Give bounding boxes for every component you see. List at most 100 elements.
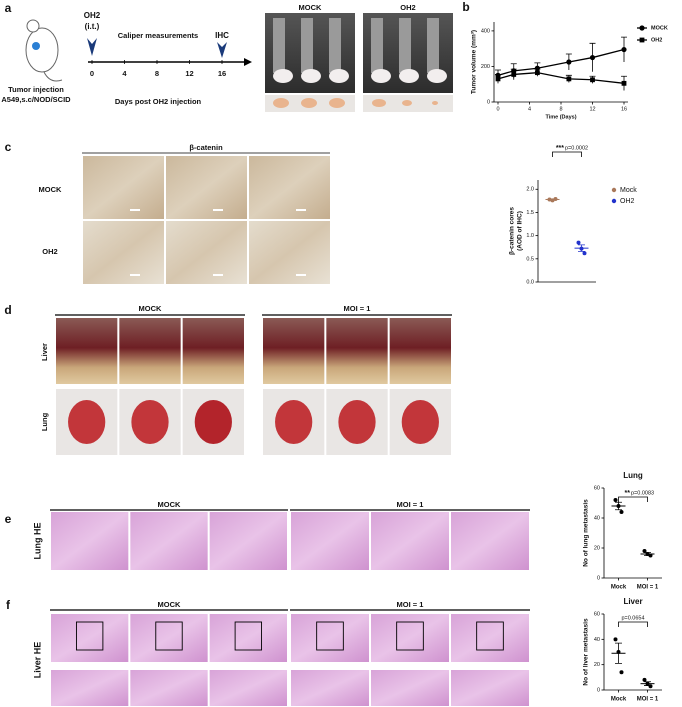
label: MOCK [299, 3, 322, 12]
he-photo [371, 670, 449, 706]
p-value: p=0.0654 [621, 615, 644, 621]
liver-photo [119, 318, 181, 384]
significance-bracket [618, 621, 648, 627]
error-bar [615, 501, 622, 511]
ruler [371, 18, 383, 73]
y-tick-label: 0.5 [526, 256, 534, 262]
point [576, 240, 581, 245]
point [642, 549, 647, 553]
x-tick-label: 0 [496, 106, 499, 112]
y-tick-label: 1.0 [526, 233, 534, 239]
point [642, 677, 647, 682]
x-tick-label: 4 [528, 106, 531, 112]
lung [131, 400, 169, 444]
tumor [432, 101, 438, 105]
lung [194, 400, 232, 444]
label: MOI = 1 [397, 600, 424, 609]
p-value: p=0.0002 [565, 145, 588, 151]
chart-title: Liver [623, 597, 642, 606]
y-tick-label: 60 [594, 611, 600, 617]
y-tick-label: 1.5 [526, 210, 534, 216]
error-bar [615, 642, 622, 664]
error-bar [549, 198, 556, 201]
legend-label: MOCK [651, 25, 668, 31]
label: (i.t.) [85, 22, 100, 31]
y-tick-label: 0 [597, 687, 600, 693]
y-tick-label: 40 [594, 637, 600, 643]
scale-bar [130, 209, 140, 211]
arrow-down [217, 42, 227, 58]
error-bar [578, 244, 585, 252]
row-label: Liver [40, 343, 49, 361]
label: MOI = 1 [397, 500, 424, 509]
tumor [372, 99, 386, 107]
ruler [399, 18, 411, 73]
ruler [329, 18, 341, 73]
x-tick-label: Mock [611, 697, 627, 703]
point [495, 76, 501, 82]
x-tick-label: MOI = 1 [637, 585, 659, 591]
zoom-box [155, 621, 183, 651]
mouse [427, 69, 447, 83]
error-bar [644, 681, 651, 686]
scale-bar [213, 274, 223, 276]
label: Days post OH2 injection [115, 97, 202, 106]
he-photo [291, 670, 369, 706]
timeline-arrow [244, 58, 252, 66]
point [619, 510, 624, 514]
he-photo [130, 670, 208, 706]
significance-stars: ** [625, 490, 631, 497]
tumor [402, 100, 412, 106]
label: MOI = 1 [344, 304, 371, 313]
he-photo [451, 614, 529, 662]
x-tick-label: MOI = 1 [637, 697, 659, 703]
y-axis-label: Tumor volume (mm³) [471, 30, 478, 94]
error-bar [644, 552, 651, 556]
legend-label: Mock [620, 187, 637, 194]
timeline-tick-label: 12 [185, 69, 193, 78]
point [619, 670, 624, 675]
point [621, 46, 627, 53]
panel-letter: c [5, 140, 12, 154]
arrow-down [87, 38, 97, 56]
lung [338, 400, 376, 444]
legend-label: OH2 [651, 37, 662, 43]
point [613, 637, 618, 642]
label: Caliper measurements [118, 31, 198, 40]
scale-bar [296, 274, 306, 276]
panel-letter: d [4, 303, 11, 317]
point [590, 77, 595, 83]
ihc-photo [83, 156, 164, 219]
ihc-photo [166, 156, 247, 219]
tumor [329, 98, 345, 108]
point [648, 684, 653, 689]
liver-photo [263, 318, 325, 384]
ruler [301, 18, 313, 73]
label: MOCK [158, 600, 181, 609]
point [589, 54, 596, 61]
liver-photo [326, 318, 388, 384]
x-tick-label: 12 [589, 106, 595, 112]
panel-letter: a [5, 1, 12, 15]
point [534, 65, 540, 71]
he-photo [51, 670, 129, 706]
y-axis-label: No of liver metastasis [583, 618, 590, 686]
zoom-box [234, 621, 263, 651]
zoom-box [396, 621, 424, 651]
he-photo [130, 512, 208, 570]
legend-marker [639, 37, 645, 43]
zoom-box [316, 621, 344, 651]
tumor [301, 98, 317, 108]
scale-bar [213, 209, 223, 211]
y-axis-label: (AOD of IHC) [517, 211, 524, 251]
zoom-box [476, 621, 504, 651]
he-photo [371, 512, 449, 570]
he-photo [209, 512, 287, 570]
he-photo [51, 512, 129, 570]
panel-letter: b [462, 0, 469, 14]
liver-photo [182, 318, 244, 384]
scale-bar [130, 274, 140, 276]
p-value: p=0.0083 [631, 490, 654, 496]
mouse [301, 69, 321, 83]
lung [401, 400, 439, 444]
